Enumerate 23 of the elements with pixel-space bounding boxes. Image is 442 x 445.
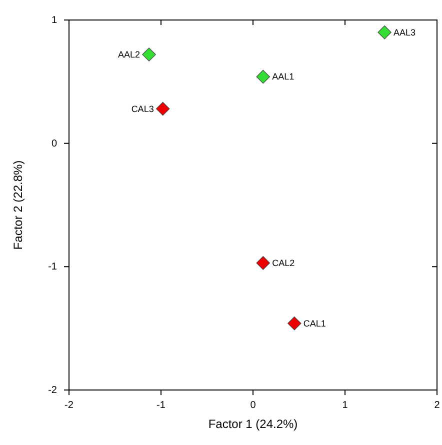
point: [142, 48, 156, 62]
y-tick-label: -1: [48, 262, 58, 273]
x-tick-label: 0: [250, 400, 256, 411]
x-tick-label: -1: [156, 400, 166, 411]
x-axis-title: Factor 1 (24.2%): [208, 417, 298, 431]
point: [256, 256, 270, 270]
point: [288, 316, 302, 330]
y-tick-label: 0: [51, 138, 58, 150]
annotation: CAL2: [272, 258, 295, 268]
y-tick-label: 1: [51, 15, 58, 26]
annotation: AAL2: [118, 50, 140, 60]
annotation: CAL1: [303, 318, 326, 328]
point: [156, 102, 170, 116]
y-tick-label: -2: [48, 385, 58, 396]
y-axis-title: Factor 2 (22.8%): [11, 160, 25, 250]
annotation: AAL1: [272, 72, 294, 82]
annotation: AAL3: [394, 27, 416, 38]
point: [378, 25, 392, 40]
x-tick-label: 1: [342, 400, 348, 411]
point: [256, 70, 270, 84]
x-tick-label: 2: [434, 400, 440, 411]
x-tick-label: -2: [64, 400, 74, 411]
annotation: CAL3: [131, 104, 154, 114]
